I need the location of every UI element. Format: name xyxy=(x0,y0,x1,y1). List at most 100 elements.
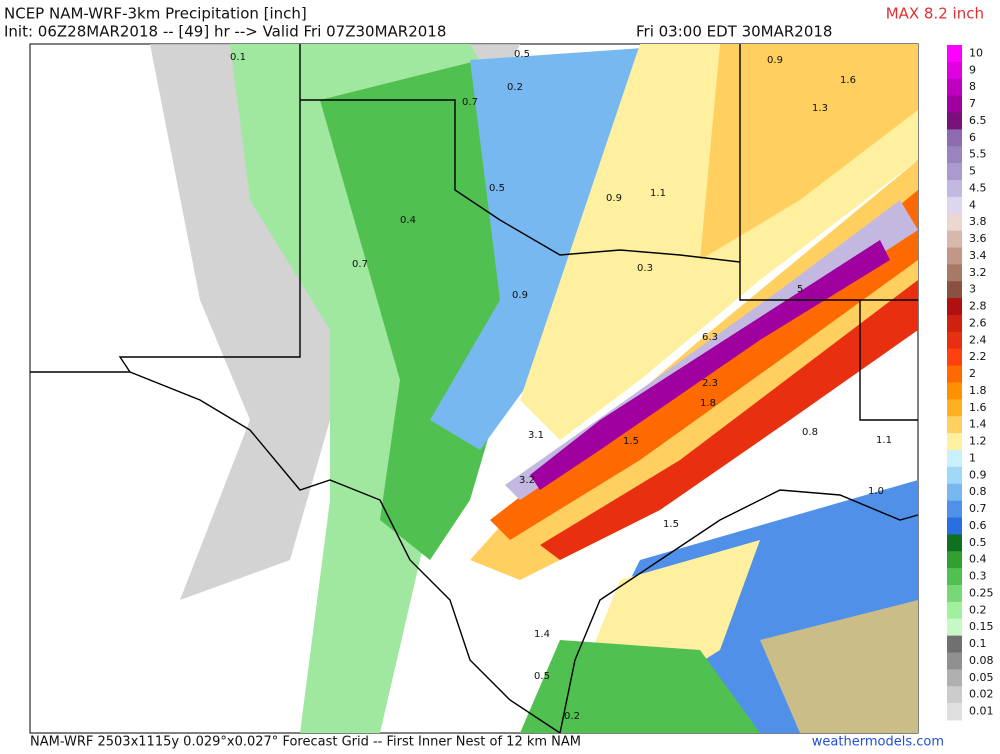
colorbar-label: 4.5 xyxy=(969,181,987,194)
colorbar-label: 1.2 xyxy=(969,435,987,448)
colorbar-label: 0.3 xyxy=(969,570,987,583)
map-value-label: 2.3 xyxy=(702,378,718,389)
colorbar-label: 0.1 xyxy=(969,637,987,650)
colorbar-swatch xyxy=(947,129,962,147)
colorbar-swatch xyxy=(947,585,962,603)
colorbar-swatch xyxy=(947,686,962,704)
map-value-label: 0.9 xyxy=(512,290,528,301)
colorbar-swatch xyxy=(947,348,962,367)
colorbar-swatch xyxy=(947,45,962,63)
map-value-label: 3.1 xyxy=(528,430,544,441)
footer-grid: NAM-WRF 2503x1115y 0.029°x0.027° Forecas… xyxy=(30,735,581,750)
colorbar-label: 9 xyxy=(969,63,976,76)
colorbar-label: 3.2 xyxy=(969,266,987,279)
colorbar-label: 0.8 xyxy=(969,485,987,498)
colorbar-swatch xyxy=(947,281,962,299)
map-value-label: 0.9 xyxy=(767,55,783,66)
map-value-label: 1.5 xyxy=(623,436,639,447)
colorbar-swatch xyxy=(947,78,962,97)
colorbar-swatch xyxy=(947,500,962,518)
colorbar-label: 3.6 xyxy=(969,232,987,245)
colorbar-swatch xyxy=(947,399,962,417)
colorbar-swatch xyxy=(947,568,962,586)
colorbar-swatch xyxy=(947,517,962,535)
colorbar-label: 0.25 xyxy=(969,586,994,599)
colorbar-label: 0.02 xyxy=(969,688,994,701)
colorbar-swatch xyxy=(947,315,962,333)
map-value-label: 0.1 xyxy=(230,52,246,63)
colorbar-label: 2.8 xyxy=(969,300,987,313)
colorbar-swatch xyxy=(947,635,962,653)
colorbar-label: 3.4 xyxy=(969,249,987,262)
map-value-label: 1.0 xyxy=(868,486,884,497)
colorbar-swatch xyxy=(947,483,962,502)
map-value-label: 0.8 xyxy=(802,427,818,438)
colorbar-swatch xyxy=(947,551,962,569)
map-value-label: 0.4 xyxy=(400,215,416,226)
map-value-label: 1.8 xyxy=(700,398,716,409)
map-value-label: 0.9 xyxy=(606,193,622,204)
colorbar-label: 1 xyxy=(969,451,976,464)
map-value-label: 1.1 xyxy=(876,435,892,446)
colorbar-label: 1.8 xyxy=(969,384,987,397)
colorbar-label: 1.6 xyxy=(969,401,987,414)
map-value-label: 0.7 xyxy=(462,97,478,108)
colorbar-label: 5.5 xyxy=(969,148,987,161)
colorbar-label: 0.05 xyxy=(969,671,994,684)
footer-source: weathermodels.com xyxy=(812,735,944,750)
colorbar-swatch xyxy=(947,331,962,350)
colorbar-label: 2.2 xyxy=(969,350,987,363)
map-value-label: 0.3 xyxy=(637,263,653,274)
map-value-label: 0.2 xyxy=(564,711,580,722)
colorbar-swatch xyxy=(947,433,962,451)
colorbar-swatch xyxy=(947,669,962,687)
colorbar-label: 4 xyxy=(969,198,976,211)
max-value: MAX 8.2 inch xyxy=(886,5,984,23)
colorbar-swatch xyxy=(947,450,962,468)
map-value-label: 1.5 xyxy=(663,519,679,530)
colorbar-swatch xyxy=(947,146,962,164)
colorbar-swatch xyxy=(947,601,962,620)
colorbar-swatch xyxy=(947,466,962,485)
map-value-label: 1.4 xyxy=(534,629,550,640)
map: 0.1 0.5 0.9 1.6 0.2 1.3 0.7 0.5 0.9 1.1 0.4 0.7 0.9 0… xyxy=(29,43,919,734)
colorbar-label: 5 xyxy=(969,165,976,178)
colorbar-swatch xyxy=(947,61,962,80)
colorbar-label: 0.5 xyxy=(969,536,987,549)
colorbar-swatch xyxy=(947,534,962,552)
map-value-label: 0.5 xyxy=(514,49,530,60)
colorbar-label: 0.08 xyxy=(969,654,994,667)
map-value-label: 0.5 xyxy=(534,671,550,682)
colorbar-label: 0.2 xyxy=(969,603,987,616)
colorbar-swatch xyxy=(947,382,962,400)
colorbar-swatch xyxy=(947,180,962,198)
colorbar-swatch xyxy=(947,112,962,130)
colorbar-swatch xyxy=(947,163,962,181)
colorbar-label: 0.6 xyxy=(969,519,987,532)
colorbar-swatch xyxy=(947,298,962,316)
map-value-label: 3.2 xyxy=(519,475,535,486)
colorbar-label: 2 xyxy=(969,367,976,380)
map-value-label: 1.1 xyxy=(650,188,666,199)
map-value-label: 5 xyxy=(797,284,803,295)
colorbar-label: 10 xyxy=(969,46,983,59)
map-value-label: 1.3 xyxy=(812,103,828,114)
colorbar-swatch xyxy=(947,230,962,248)
colorbar-swatch xyxy=(947,213,962,232)
colorbar-label: 0.01 xyxy=(969,705,994,718)
colorbar-swatch xyxy=(947,196,962,215)
colorbar-label: 6 xyxy=(969,131,976,144)
colorbar-swatch xyxy=(947,365,962,383)
title: NCEP NAM-WRF-3km Precipitation [inch] xyxy=(4,5,307,23)
colorbar: 10 9 8 7 6.5 6 5.5 5 4.5 4 3.8 3.6 3.4 3.2 3 2.8 2.6 2.4 2… xyxy=(947,45,994,721)
colorbar-label: 8 xyxy=(969,80,976,93)
colorbar-label: 3 xyxy=(969,283,976,296)
colorbar-label: 2.6 xyxy=(969,316,987,329)
map-value-label: 0.5 xyxy=(489,183,505,194)
colorbar-swatch xyxy=(947,264,962,282)
colorbar-label: 6.5 xyxy=(969,114,987,127)
colorbar-label: 0.15 xyxy=(969,620,994,633)
colorbar-label: 1.4 xyxy=(969,418,987,431)
colorbar-swatch xyxy=(947,416,962,434)
